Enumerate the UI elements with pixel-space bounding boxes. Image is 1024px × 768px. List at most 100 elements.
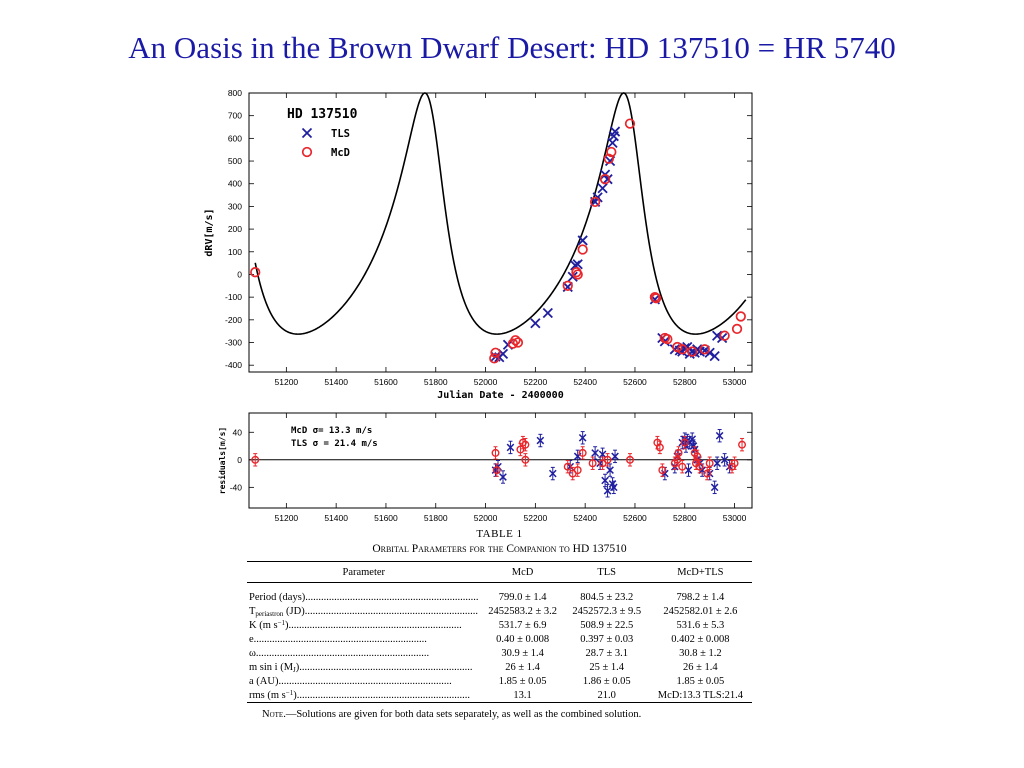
res-point-tls-stroke: [536, 436, 545, 445]
res-point-mcd: [693, 452, 702, 461]
res-errorbar-mcd: [680, 460, 685, 474]
rv-point-mcd: [490, 347, 501, 358]
res-point-tls-stroke: [715, 431, 724, 440]
res-point-tls: [578, 433, 587, 442]
rv-x-tick-label: 51400: [324, 377, 348, 387]
tls-value-cell: 25 ± 1.4: [589, 661, 625, 673]
rv-point-mcd: [649, 291, 661, 303]
res-y-tick-label: 0: [237, 455, 242, 465]
rv-point-mcd: [687, 346, 698, 357]
res-point-mcd: [251, 455, 260, 464]
rv-charts: 51200 51400 51600 51800 52000 52200 52400 52600…: [204, 88, 753, 523]
rv-y-tick-label: 500: [228, 156, 242, 166]
mcd-value-cell: 799.0 ± 1.4: [498, 591, 547, 603]
rv-point-tls-stroke: [709, 350, 720, 362]
rv-point-mcd: [662, 333, 673, 345]
res-point-mcd: [563, 462, 572, 471]
table-header-row: Parameter McD TLS McD+TLS: [247, 562, 752, 583]
res-x-tick-label: 52200: [524, 513, 548, 523]
rv-point-tls: [716, 332, 728, 344]
rv-y-tick-label: 600: [228, 133, 242, 143]
parameter-name: ω: [249, 647, 256, 659]
rv-point-tls-stroke: [679, 343, 690, 354]
rv-point-mcd: [606, 146, 617, 158]
res-x-tick-label: 52000: [474, 513, 498, 523]
mcd-value-cell: 26 ± 1.4: [505, 661, 540, 673]
table-row: a (AU)..................................…: [247, 674, 752, 688]
combined-value-cell: McD:13.3 TLS:21.4: [657, 689, 744, 701]
rv-point-tls: [704, 347, 715, 358]
res-errorbar-mcd: [493, 446, 498, 460]
rv-x-tick-label: 51200: [275, 377, 299, 387]
mcd-value-cell: 531.7 ± 6.9: [498, 619, 547, 631]
res-point-tls: [611, 452, 619, 461]
res-point-tls-stroke: [603, 486, 612, 495]
rv-point-tls-stroke: [704, 347, 715, 358]
mcd-value-cell: 1.85 ± 0.05: [498, 675, 547, 687]
parameter-cell: Tperiastron (JD)........................…: [247, 604, 481, 618]
res-point-tls-stroke: [710, 483, 719, 492]
table-row: rms (m s−1).............................…: [247, 688, 752, 703]
mcd-value-cell: 2452583.2 ± 3.2: [488, 605, 557, 617]
rv-point-tls-stroke: [570, 260, 581, 271]
rv-point-tls-stroke: [530, 318, 541, 329]
rv-point-tls: [542, 307, 553, 319]
parameter-superscript: −1: [285, 688, 294, 697]
res-point-tls: [601, 476, 609, 485]
table-caption: Orbital Parameters for the Companion to …: [372, 543, 627, 555]
res-point-tls-stroke: [606, 466, 614, 474]
table-row: Tperiastron (JD)........................…: [247, 604, 752, 618]
res-point-tls: [609, 483, 618, 492]
res-point-tls-stroke: [720, 455, 729, 464]
res-x-tick-label: 53000: [723, 513, 747, 523]
rv-y-tick-label: 400: [228, 179, 242, 189]
table-note-lead: Note.: [262, 709, 286, 720]
rv-point-tls-stroke: [659, 336, 670, 347]
table-body: Period (days)...........................…: [247, 583, 752, 703]
parameter-name: K (m s: [249, 619, 278, 631]
parameter-cell: K (m s−1)...............................…: [247, 618, 481, 632]
table-label: TABLE 1: [476, 528, 523, 540]
res-errorbar-mcd: [523, 453, 528, 467]
res-errorbar-mcd: [627, 453, 632, 467]
res-point-tls-stroke: [548, 469, 557, 478]
rv-point-tls: [592, 192, 603, 203]
res-point-tls-stroke: [713, 459, 721, 468]
res-annotation-tls-sigma: TLS σ = 21.4 m/s: [291, 439, 378, 449]
rv-point-tls: [709, 350, 720, 362]
slide-title: An Oasis in the Brown Dwarf Desert: HD 1…: [128, 30, 896, 65]
res-errorbar-mcd: [570, 466, 575, 481]
rv-point-mcd: [512, 337, 524, 348]
rv-point-mcd: [599, 174, 611, 185]
rv-point-mcd: [562, 280, 573, 291]
res-point-tls-stroke: [598, 450, 607, 459]
res-point-mcd: [730, 459, 739, 468]
leader-dots: ........................................…: [253, 633, 427, 645]
res-point-tls-stroke: [688, 435, 697, 443]
legend-mcd-marker: [301, 146, 313, 158]
res-point-mcd: [491, 448, 500, 457]
rv-point-tls-stroke: [597, 183, 608, 194]
rv-x-tick-label: 52200: [524, 377, 548, 387]
res-errorbar-mcd: [580, 446, 585, 460]
parameter-name: T: [249, 605, 256, 617]
res-point-mcd: [625, 455, 634, 464]
rv-y-tick-label: 100: [228, 247, 242, 257]
rv-x-tick-label: 51800: [424, 377, 448, 387]
table-row: K (m s−1)...............................…: [247, 618, 752, 632]
res-errorbar-mcd: [600, 456, 605, 470]
column-header-mcd: McD: [511, 567, 534, 578]
orbital-parameters-table-block: TABLE 1 Orbital Parameters for the Compa…: [247, 528, 752, 720]
leader-dots: ........................................…: [299, 661, 473, 673]
tls-value-cell: 804.5 ± 23.2: [580, 591, 634, 603]
rv-x-tick-label: 52400: [573, 377, 597, 387]
table-row: m sin i (MJ)............................…: [247, 660, 752, 674]
res-errorbar-mcd: [657, 440, 662, 455]
rv-point-tls: [602, 174, 613, 185]
res-point-tls-stroke: [609, 483, 618, 492]
res-y-tick-label: 40: [233, 427, 243, 437]
res-point-mcd: [521, 455, 530, 464]
rv-y-tick-label: 200: [228, 224, 242, 234]
rv-point-mcd: [589, 196, 601, 208]
res-errorbar-mcd: [565, 460, 570, 474]
